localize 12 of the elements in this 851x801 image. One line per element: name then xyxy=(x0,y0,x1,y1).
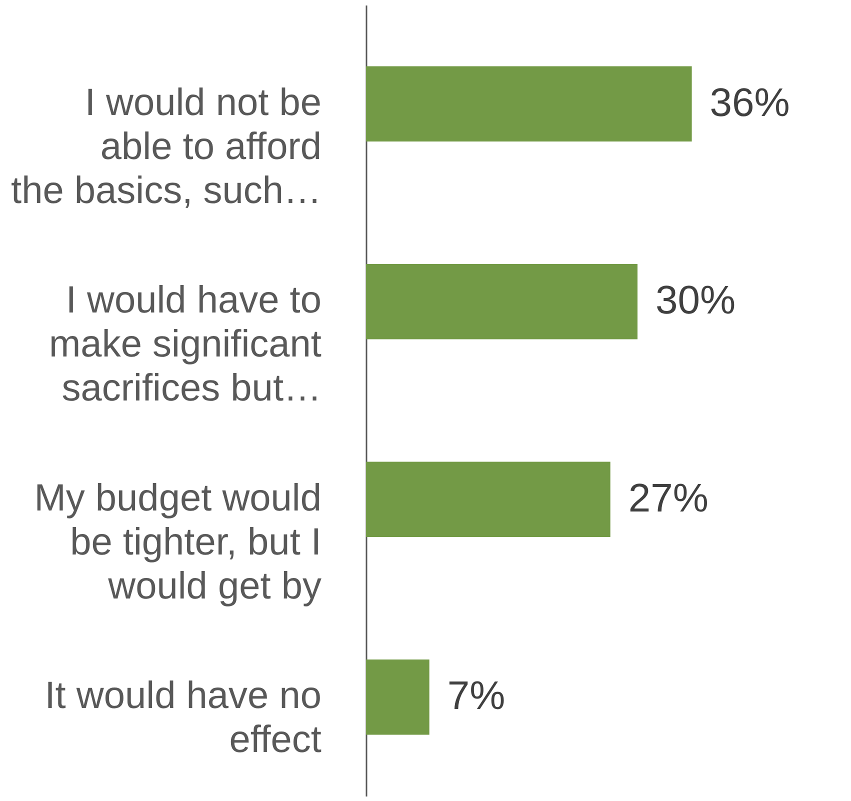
bar xyxy=(366,660,430,735)
data-label: 7% xyxy=(447,674,506,718)
bar xyxy=(366,264,638,340)
y-tick-label: It would have no effect xyxy=(44,675,322,762)
y-tick-label: I would not be able to afford the basics, such… xyxy=(11,82,322,212)
data-label: 27% xyxy=(628,476,708,520)
data-label: 36% xyxy=(710,80,790,125)
bar xyxy=(366,66,692,142)
bar xyxy=(366,462,610,537)
y-tick-label: My budget would be tighter, but I would get by xyxy=(34,477,322,608)
y-tick-label: I would have to make significant sacrifices but… xyxy=(49,280,322,410)
data-label: 30% xyxy=(656,278,736,323)
